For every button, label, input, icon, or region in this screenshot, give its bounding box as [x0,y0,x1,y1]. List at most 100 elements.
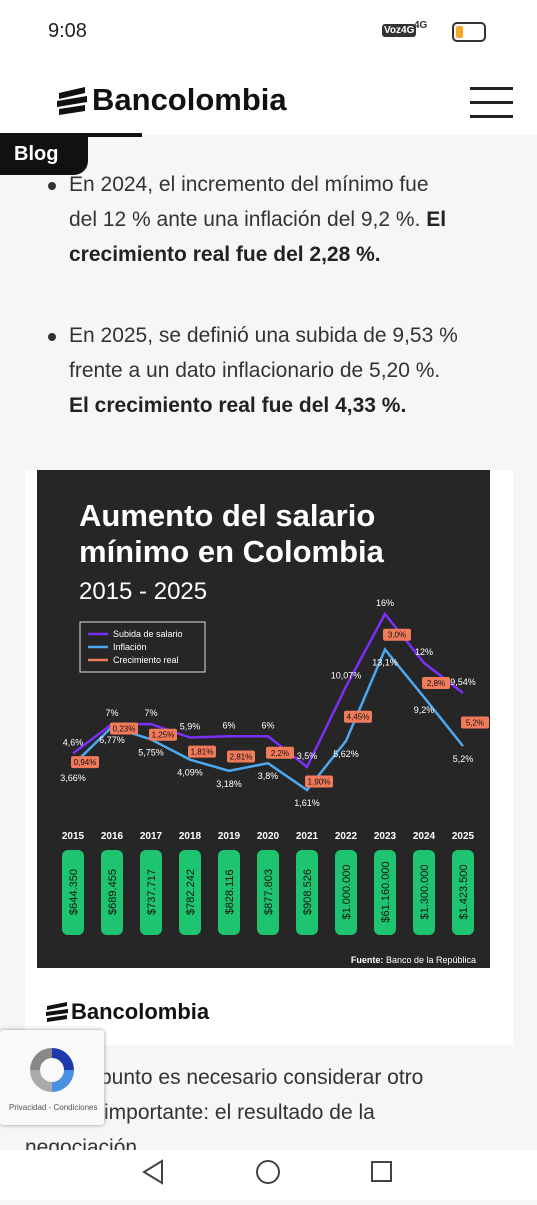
bullet-dot [48,333,56,341]
value-label: 5,75% [138,747,164,757]
value-label: 5,2% [453,754,474,764]
year-label: 2017 [140,831,163,842]
bold-text: El [426,208,447,231]
value-label: 4,09% [177,768,203,778]
growth-box [383,628,411,641]
growth-label: 0,23% [113,724,136,733]
salary-pill [62,850,84,935]
text: del 12 % ante una inflación del 9,2 %. [69,208,421,231]
value-label: 5,9% [180,722,201,732]
logo-icon [46,1002,68,1022]
source-text: Banco de la República [385,955,476,965]
value-label: 6,77% [99,735,125,745]
salary-label: $1.423.500 [458,864,470,919]
salary-pill [257,850,279,935]
bullet: En 2024, el incremento del mínimo fue de… [69,167,446,272]
recaptcha-icon [30,1048,74,1092]
time: 9:08 [48,20,87,42]
nav-bar [0,1150,537,1200]
text-line: En 2024, el incremento del mínimo fue [69,173,429,196]
text-line: punto es necesario considerar otro [100,1066,424,1089]
year-label: 2016 [101,831,124,842]
salary-label: $1.000.000 [341,864,353,919]
recaptcha-text[interactable]: Privacidad - Condiciones [9,1103,98,1112]
value-label: 7% [144,708,157,718]
value-label: 13,1% [372,657,398,667]
year-label: 2018 [179,831,202,842]
chart-logo: Bancolombia [71,999,210,1024]
salary-label: $1.300.000 [419,864,431,919]
growth-box [227,750,255,763]
chart-image: Subida de salario Inflación Crecimiento re… [25,470,513,1045]
legend-label: Inflación [113,642,147,652]
legend-label: Crecimiento real [113,655,179,665]
growth-label: 2,8% [427,679,445,688]
growth-label: 2,2% [271,749,289,758]
value-label: 3,66% [60,773,86,783]
chart: Subida de salario Inflación Crecimiento re… [37,470,490,968]
salary-label: $689.455 [107,869,119,915]
value-label: 5,62% [333,749,359,759]
recaptcha[interactable]: Privacidad - Condiciones [0,1030,104,1125]
battery [452,22,486,42]
legend-box [79,621,206,673]
growth-box [305,775,333,788]
bullet: En 2025, se definió una subida de 9,53 %… [69,318,458,423]
value-label: 9,54% [450,677,476,687]
chart-subtitle: 2015 - 2025 [79,578,208,605]
year-label: 2023 [374,831,397,842]
value-label: 3,18% [216,779,242,789]
salary-pill [374,850,396,935]
recents-button[interactable] [371,1161,392,1182]
line [72,647,464,792]
value-label: 1,61% [294,798,320,808]
growth-box [149,728,177,741]
network: Voz4G [382,24,417,37]
text-line: En 2025, se definió una subida de 9,53 % [69,324,458,347]
source-label: Fuente: [350,955,384,965]
menu-button[interactable] [470,87,513,118]
value-label: 12% [415,647,433,657]
home-button[interactable] [256,1160,280,1184]
salary-pill [296,850,318,935]
year-label: 2015 [62,831,85,842]
value-label: 6% [222,720,235,730]
back-button[interactable] [142,1159,163,1185]
logo-icon [57,87,87,115]
growth-label: 1,25% [152,731,175,740]
salary-pill [413,850,435,935]
salary-pill [179,850,201,935]
growth-box [422,677,450,690]
chart-title: Aumento del salario mínimo en Colombia [79,498,384,569]
salary-pill [218,850,240,935]
value-label: 6% [261,720,274,730]
blog-tab[interactable]: Blog [0,135,88,175]
logo[interactable]: Bancolombia [92,82,287,117]
growth-box [461,716,489,729]
growth-label: 5,2% [466,719,484,728]
salary-label: $737.717 [146,869,158,915]
growth-box [188,745,216,758]
year-label: 2025 [452,831,475,842]
year-label: 2022 [335,831,358,842]
signal: 4G [414,20,428,31]
value-label: 3,5% [297,751,318,761]
value-label: 4,6% [63,737,84,747]
salary-label: $908.526 [302,869,314,915]
status-bar: 9:08 Voz4G 4G [0,0,537,60]
value-label: 7% [105,708,118,718]
value-label: 3,8% [258,771,279,781]
salary-pill [335,850,357,935]
growth-label: 1,81% [191,748,214,757]
nav-icons [142,1159,392,1185]
salary-label: $644.350 [68,869,80,915]
value-label: 9,2% [414,705,435,715]
year-label: 2019 [218,831,241,842]
growth-label: 0,94% [74,758,97,767]
growth-box [266,746,294,759]
growth-box [344,710,372,723]
text-line: del 12 % ante una inflación del 9,2 %. E… [69,202,446,237]
text-line: frente a un dato inflacionario de 5,20 %… [69,359,441,382]
growth-label: 2,81% [230,753,253,762]
year-label: 2024 [413,831,436,842]
